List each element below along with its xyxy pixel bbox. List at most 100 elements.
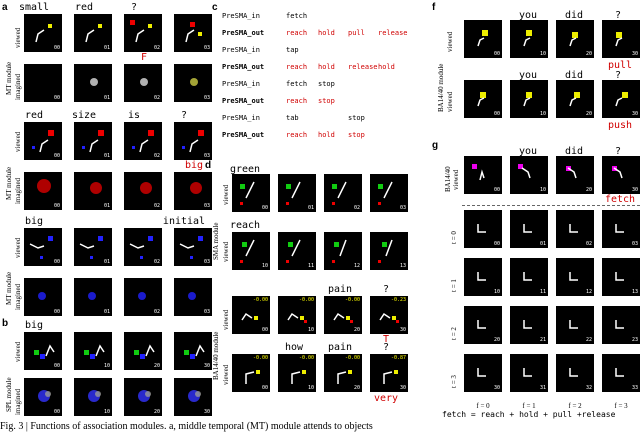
- panel-f-viewed-label-2: viewed: [446, 91, 454, 112]
- panel-f-letter: f: [432, 2, 436, 13]
- panel-e-viewed-label-2: viewed: [222, 364, 230, 385]
- presma-row-label: PreSMA_out: [222, 63, 265, 71]
- panel-f-row2-word: you: [518, 70, 538, 81]
- panel-f-row2-tile: 00: [464, 80, 502, 118]
- panel-g-grid-tile: 03: [602, 210, 640, 248]
- panel-g-grid-tile: 01: [510, 210, 548, 248]
- presma-cell: hold: [378, 63, 395, 71]
- panel-a-row2-word: is: [127, 110, 141, 121]
- panel-a-row2-answer: big: [184, 160, 204, 171]
- panel-d-viewed-label: viewed: [222, 184, 230, 205]
- panel-e-row2-tile: -0.00 20: [324, 354, 362, 392]
- panel-f-row1-word: ?: [614, 10, 622, 21]
- panel-a3-module-label: MT module: [5, 271, 13, 305]
- panel-a2-module-label: MT module: [5, 166, 13, 200]
- panel-g-grid-tile: 23: [602, 306, 640, 344]
- panel-e-module-label: BA14/40 module: [212, 331, 220, 380]
- panel-f-row1-tile: 30: [602, 20, 640, 58]
- panel-d-tile: 13: [370, 232, 408, 270]
- panel-e-value: -0.00: [252, 297, 268, 303]
- panel-a-row1-word: small: [18, 2, 50, 13]
- panel-e-value: -0.00: [298, 355, 314, 361]
- panel-a-row1-answer: F: [140, 52, 148, 63]
- panel-a-row1-word: ?: [130, 2, 138, 13]
- panel-d-tile: 03: [370, 174, 408, 212]
- presma-cell: tab: [286, 114, 299, 122]
- panel-a-imagined-tile: 00: [24, 64, 62, 102]
- panel-f-module-label: BA14/40 module: [437, 63, 445, 112]
- presma-cell: tap: [286, 46, 299, 54]
- panel-a3-imagined-label: imagined: [14, 283, 22, 310]
- panel-f-row2-tile: 30: [602, 80, 640, 118]
- panel-b-imagined-tile: 00: [24, 378, 62, 416]
- panel-a-row2-tile: 02: [124, 122, 162, 160]
- panel-e-value: -0.00: [252, 355, 268, 361]
- panel-a-imagined2-tile: 00: [24, 172, 62, 210]
- panel-f-row2-tile: 20: [556, 80, 594, 118]
- panel-a-row1-tile: 02: [124, 14, 162, 52]
- presma-cell: stop: [348, 131, 365, 139]
- panel-e-row2-word: pain: [327, 342, 353, 353]
- panel-d-tile: 10: [232, 232, 270, 270]
- panel-e-value: -0.00: [298, 297, 314, 303]
- panel-a-imagined-tile: 03: [174, 64, 212, 102]
- panel-b-viewed-tile: 20: [124, 332, 162, 370]
- presma-cell: hold: [318, 131, 335, 139]
- panel-g-divider: [462, 205, 640, 206]
- panel-b-viewed-tile: 10: [74, 332, 112, 370]
- panel-e-row1-word: ?: [382, 284, 390, 295]
- panel-f-row1-tile: 10: [510, 20, 548, 58]
- panel-e-row2-word: ?: [382, 342, 390, 353]
- panel-b-viewed-tile: 30: [174, 332, 212, 370]
- panel-a-row3-tile: 03: [174, 228, 212, 266]
- panel-d-word-green: green: [229, 164, 261, 175]
- panel-a-viewed-label: viewed: [14, 27, 22, 48]
- presma-cell: release: [378, 29, 408, 37]
- panel-g-grid-tile: 13: [602, 258, 640, 296]
- panel-g-top-tile: 20: [556, 156, 594, 194]
- panel-d-viewed-label-2: viewed: [222, 241, 230, 262]
- panel-a-row3-tile: 01: [74, 228, 112, 266]
- panel-g-t-label: t = 3: [450, 375, 458, 388]
- panel-g-t-label: t = 1: [450, 279, 458, 292]
- panel-b-viewed-label: viewed: [14, 341, 22, 362]
- presma-cell: reach: [286, 97, 308, 105]
- presma-cell: stop: [348, 114, 365, 122]
- panel-f-row1-tile: 20: [556, 20, 594, 58]
- panel-g-f-label: f = 1: [522, 402, 536, 410]
- panel-e-viewed-label: viewed: [222, 309, 230, 330]
- panel-g-f-label: f = 2: [568, 402, 582, 410]
- figure-caption: Fig. 3 | Functions of association module…: [0, 421, 373, 432]
- panel-g-f-label: f = 0: [476, 402, 490, 410]
- panel-c-letter: c: [212, 2, 218, 13]
- presma-cell: stop: [318, 97, 335, 105]
- panel-d-tile: 11: [278, 232, 316, 270]
- panel-a-imagined3-tile: 01: [74, 278, 112, 316]
- panel-a-row2-tile: 01: [74, 122, 112, 160]
- panel-e-value: -0.87: [390, 355, 406, 361]
- presma-cell: reach: [286, 63, 308, 71]
- panel-g-top-tile: 30: [602, 156, 640, 194]
- panel-a-row1-tile: 01: [74, 14, 112, 52]
- panel-b-imagined-tile: 30: [174, 378, 212, 416]
- presma-cell: fetch: [286, 12, 308, 20]
- presma-cell: release: [348, 63, 378, 71]
- panel-g-grid-tile: 02: [556, 210, 594, 248]
- panel-a-row2-word: ?: [180, 110, 188, 121]
- panel-a-imagined3-tile: 02: [124, 278, 162, 316]
- panel-g-word: ?: [614, 146, 622, 157]
- presma-row-label: PreSMA_in: [222, 80, 260, 88]
- panel-a-row2-word: red: [24, 110, 44, 121]
- panel-e-row1-answer: T: [382, 334, 390, 345]
- presma-row-label: PreSMA_out: [222, 29, 265, 37]
- presma-row-label: PreSMA_out: [222, 97, 265, 105]
- panel-e-row1-tile: -0.00 20: [324, 296, 362, 334]
- panel-d-module-label: SMA module: [212, 222, 220, 260]
- panel-a-row1-tile: 00: [24, 14, 62, 52]
- panel-f-row1-answer: pull: [607, 60, 633, 71]
- panel-e-row1-tile: -0.00 10: [278, 296, 316, 334]
- panel-a2-imagined-label: imagined: [14, 177, 22, 204]
- panel-a-imagined3-tile: 03: [174, 278, 212, 316]
- presma-cell: reach: [286, 131, 308, 139]
- panel-a-row1-word: red: [74, 2, 94, 13]
